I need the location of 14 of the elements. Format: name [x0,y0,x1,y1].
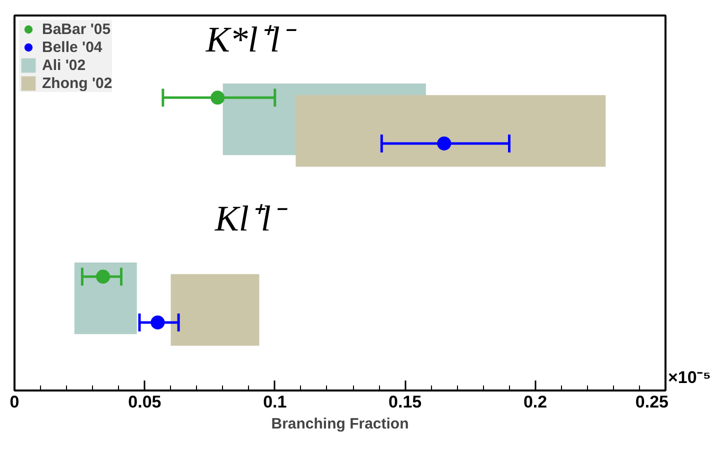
x-tick-label: 0.15 [388,392,422,412]
x-axis-title: Branching Fraction [271,416,409,432]
text: ×10⁻⁵ [668,367,711,389]
y-tick-label: Kl⁺l⁻ [214,198,288,239]
x-tick-label: 0.25 [635,392,669,412]
x-tick-label: 0 [10,392,20,412]
legend-label: Ali '02 [42,56,86,74]
x-tick-label: 0.2 [523,392,548,412]
legend-label: Zhong '02 [42,74,112,92]
legend-label: BaBar '05 [42,20,111,38]
x-tick-label: 0.1 [263,392,287,412]
y-tick-label: K*l⁺l⁻ [204,20,297,60]
x-tick-label: 0.05 [128,392,162,412]
legend-label: Belle '04 [42,38,102,56]
